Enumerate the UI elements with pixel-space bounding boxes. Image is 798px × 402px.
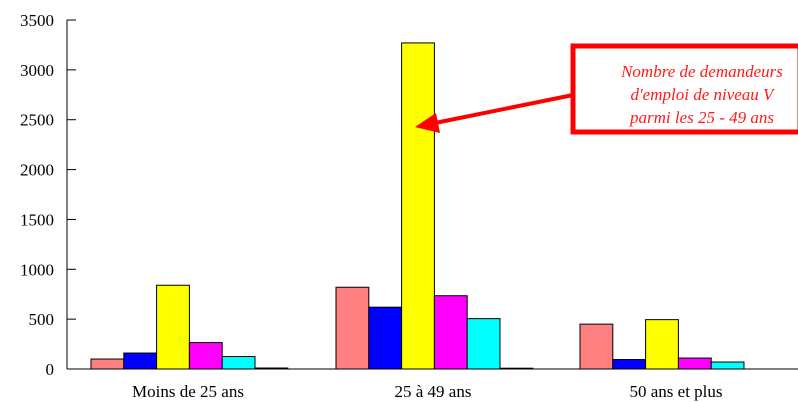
y-tick-label: 500 (29, 310, 55, 329)
x-tick-label: 50 ans et plus (629, 382, 722, 401)
bar (368, 306, 403, 370)
bar (90, 358, 125, 370)
y-tick-label: 1500 (20, 210, 54, 229)
annotation-arrow-head (415, 113, 440, 133)
annotation-box (570, 43, 798, 135)
bars (90, 42, 745, 370)
x-tick-labels: Moins de 25 ans 25 à 49 ans 50 ans et plus (132, 382, 722, 401)
bar (188, 342, 223, 370)
y-ticks: 0 500 1000 1500 2000 2500 3000 3500 (20, 11, 76, 379)
y-tick-label: 3000 (20, 61, 54, 80)
bar (499, 367, 534, 370)
y-tick-label: 3500 (20, 11, 54, 30)
annotation-line-1: Nombre de demandeurs (620, 62, 783, 81)
bar (123, 352, 158, 370)
bar (156, 284, 190, 370)
y-tick-label: 2500 (20, 111, 54, 130)
bar (710, 361, 745, 370)
bar (433, 295, 468, 370)
bar (677, 357, 712, 370)
bar (612, 359, 647, 370)
y-tick-label: 0 (46, 360, 55, 379)
annotation: Nombre de demandeurs d'emploi de niveau … (415, 43, 798, 135)
y-tick-label: 1000 (20, 260, 54, 279)
annotation-line-2: d'emploi de niveau V (631, 85, 777, 104)
bar (645, 319, 679, 370)
annotation-line-3: parmi les 25 - 49 ans (629, 108, 774, 127)
bar (401, 42, 435, 370)
bar (466, 318, 501, 370)
annotation-arrow-line (429, 93, 574, 126)
bar (579, 323, 614, 370)
y-tick-label: 2000 (20, 161, 54, 180)
bar (254, 367, 289, 370)
x-tick-label: 25 à 49 ans (395, 382, 472, 401)
x-tick-label: Moins de 25 ans (132, 382, 244, 401)
bar (335, 286, 370, 370)
bar (221, 356, 256, 370)
